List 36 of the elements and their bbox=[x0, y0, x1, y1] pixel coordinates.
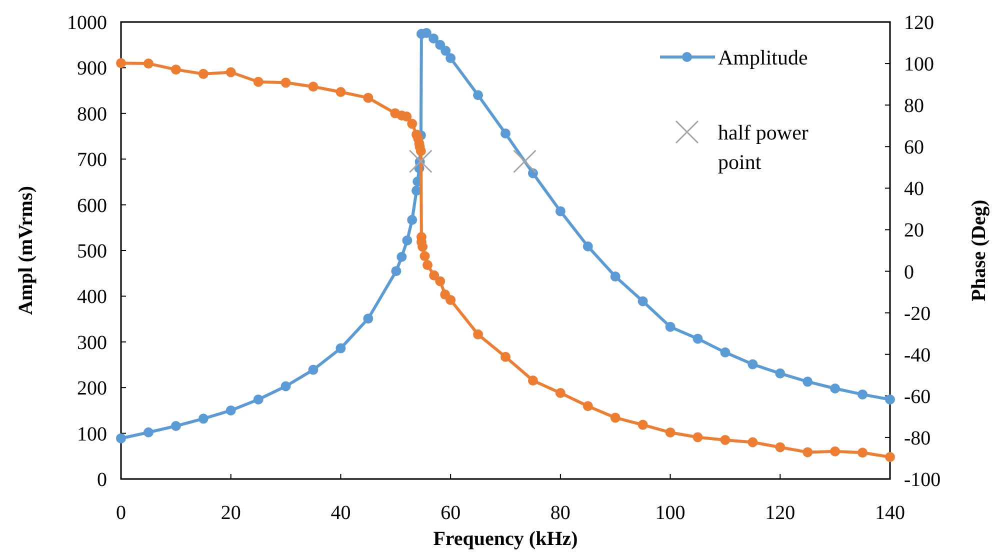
y-tick-label: 200 bbox=[77, 378, 107, 400]
legend-label: half power point bbox=[718, 120, 808, 174]
y-tick-label: 900 bbox=[77, 58, 107, 80]
x-tick-label: 140 bbox=[875, 502, 905, 524]
x-tick-label: 0 bbox=[116, 502, 126, 524]
y-tick-label: 600 bbox=[77, 194, 107, 217]
legend-label: Amplitude bbox=[718, 45, 808, 70]
x-tick-label: 40 bbox=[330, 502, 351, 524]
y2-tick-label: -60 bbox=[904, 386, 931, 408]
x-axis-title: Frequency (kHz) bbox=[433, 528, 578, 550]
x-tick-label: 120 bbox=[765, 502, 796, 524]
y-tick-label: 100 bbox=[77, 423, 107, 446]
y-tick-label: 300 bbox=[77, 332, 107, 354]
x-tick-label: 60 bbox=[440, 502, 461, 524]
y2-tick-label: -20 bbox=[904, 302, 931, 325]
y2-tick-label: -80 bbox=[904, 427, 931, 450]
y2-tick-label: 40 bbox=[904, 178, 924, 200]
y-tick-label: 500 bbox=[77, 240, 107, 262]
y-tick-label: 1000 bbox=[67, 12, 107, 34]
y2-tick-label: 20 bbox=[904, 220, 924, 242]
y2-tick-label: 100 bbox=[904, 54, 934, 76]
y-tick-label: 0 bbox=[97, 469, 107, 491]
y-tick-label: 400 bbox=[77, 286, 107, 308]
x-tick-label: 100 bbox=[655, 502, 686, 524]
y2-tick-label: 80 bbox=[904, 95, 924, 118]
y-tick-label: 800 bbox=[77, 103, 107, 126]
x-tick-label: 80 bbox=[550, 502, 570, 524]
y2-tick-label: 0 bbox=[904, 261, 914, 284]
y-axis-title: Ampl (mVrms) bbox=[15, 186, 37, 316]
y2-tick-label: -40 bbox=[904, 344, 931, 366]
y2-tick-label: 60 bbox=[904, 136, 924, 159]
y-tick-label: 700 bbox=[77, 149, 107, 172]
y2-axis-title: Phase (Deg) bbox=[968, 200, 990, 302]
y2-tick-label: 120 bbox=[904, 12, 934, 34]
y2-tick-label: -100 bbox=[904, 469, 941, 491]
x-tick-label: 20 bbox=[220, 502, 241, 524]
